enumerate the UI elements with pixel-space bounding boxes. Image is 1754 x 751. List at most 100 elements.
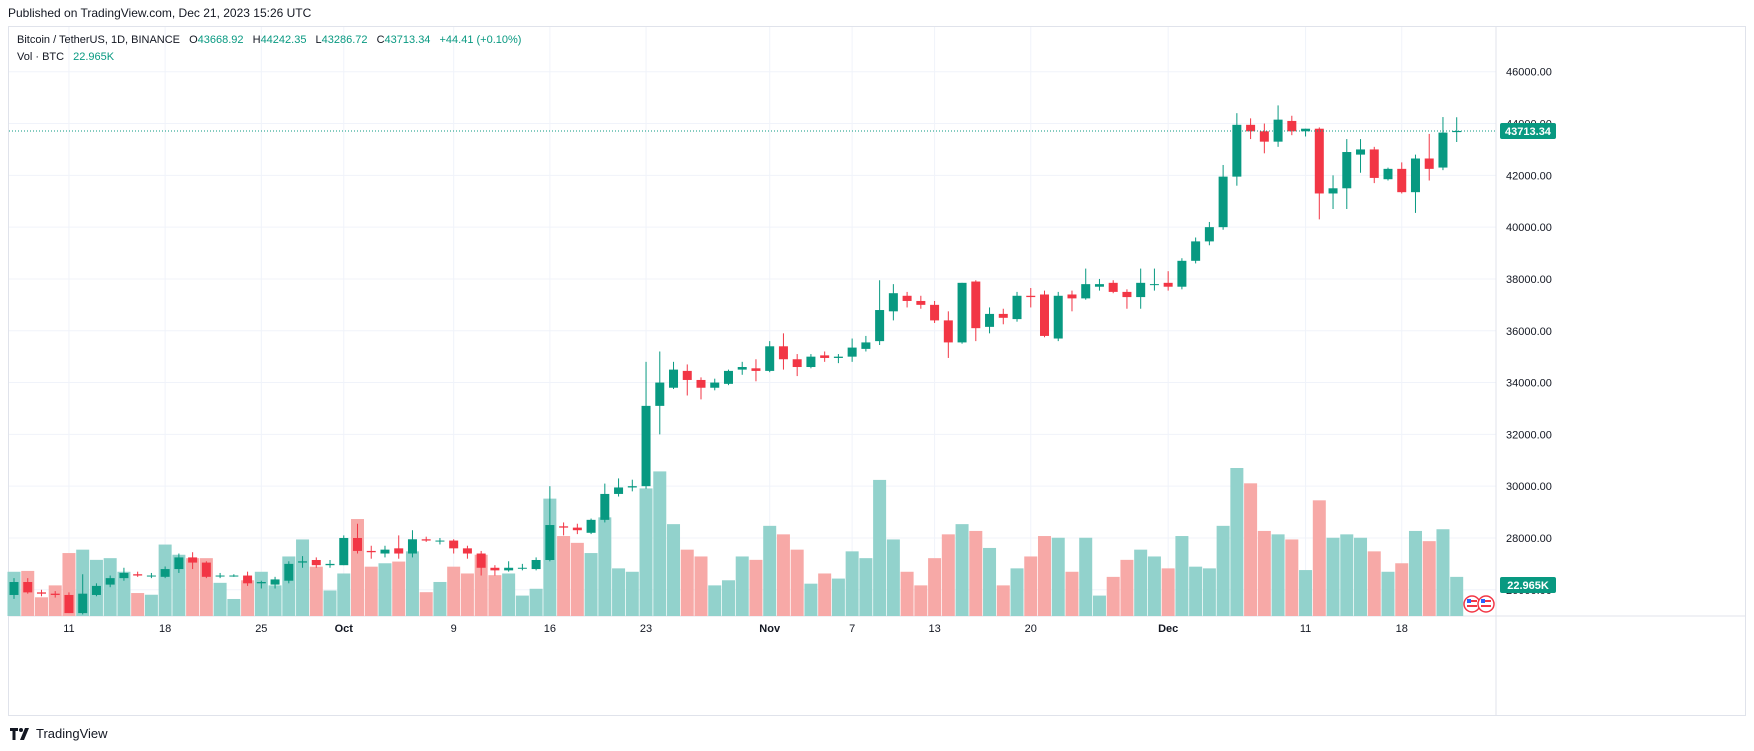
volume-bar bbox=[721, 580, 735, 616]
volume-bar bbox=[667, 524, 681, 616]
volume-bar bbox=[433, 581, 447, 616]
candle-body bbox=[256, 582, 266, 584]
candle-body bbox=[669, 369, 679, 388]
candle-body bbox=[888, 293, 898, 312]
candle-body bbox=[1410, 158, 1420, 193]
candle-body bbox=[559, 526, 569, 528]
candle-body bbox=[1163, 282, 1173, 287]
candle-body bbox=[1259, 131, 1269, 142]
candle-body bbox=[875, 310, 885, 342]
candle-body bbox=[78, 593, 88, 614]
volume-bar bbox=[749, 559, 763, 616]
flag-stripe bbox=[1481, 605, 1491, 607]
volume-bar bbox=[612, 568, 626, 616]
volume-bar bbox=[955, 524, 969, 616]
candle-body bbox=[916, 300, 926, 305]
volume-bar bbox=[1326, 537, 1340, 616]
volume-bar bbox=[859, 558, 873, 616]
candle-body bbox=[930, 304, 940, 321]
volume-bar bbox=[1051, 537, 1065, 616]
candle-body bbox=[1356, 149, 1366, 155]
candle-body bbox=[1383, 168, 1393, 180]
volume-bar bbox=[831, 578, 845, 616]
volume-bar bbox=[1285, 539, 1299, 616]
candle-body bbox=[1136, 282, 1146, 298]
candle-body bbox=[820, 355, 830, 358]
candle-body bbox=[1094, 284, 1104, 287]
candle-body bbox=[201, 562, 211, 577]
volume-bar bbox=[1367, 551, 1381, 616]
candle-body bbox=[1438, 132, 1448, 168]
volume-bar bbox=[515, 595, 529, 616]
price-tick-label: 28000.00 bbox=[1506, 533, 1552, 545]
candle-body bbox=[23, 582, 33, 593]
candle-body bbox=[490, 567, 500, 571]
volume-bar bbox=[804, 583, 818, 616]
time-tick-label: 18 bbox=[159, 623, 171, 635]
candle-body bbox=[833, 356, 843, 358]
candle-body bbox=[723, 370, 733, 384]
candle-body bbox=[572, 527, 582, 531]
volume-bar bbox=[1271, 534, 1285, 616]
volume-bar bbox=[680, 549, 694, 616]
last-price-label: 43713.34 bbox=[1505, 126, 1552, 138]
price-tick-label: 42000.00 bbox=[1506, 170, 1552, 182]
candle-body bbox=[751, 368, 761, 371]
volume-bar bbox=[117, 571, 131, 616]
candle-body bbox=[160, 569, 170, 577]
candle-body bbox=[1122, 291, 1132, 298]
volume-label[interactable]: Vol · BTC bbox=[17, 51, 65, 63]
candle-body bbox=[311, 559, 321, 566]
price-tick-label: 36000.00 bbox=[1506, 326, 1552, 338]
time-tick-label: 7 bbox=[849, 623, 855, 635]
candle-body bbox=[1452, 130, 1462, 133]
time-tick-label: Oct bbox=[335, 623, 354, 635]
time-tick-label: Nov bbox=[759, 623, 781, 635]
volume-bar bbox=[1340, 534, 1354, 616]
volume-bar bbox=[378, 563, 392, 616]
volume-bar bbox=[845, 551, 859, 616]
volume-bar bbox=[447, 566, 461, 616]
candle-body bbox=[105, 578, 115, 585]
candle-body bbox=[91, 585, 101, 595]
volume-bar bbox=[914, 585, 928, 616]
volume-bar bbox=[1299, 570, 1313, 616]
price-tick-label: 38000.00 bbox=[1506, 274, 1552, 286]
volume-bar bbox=[1038, 536, 1051, 616]
candle-body bbox=[1108, 282, 1118, 292]
candle-body bbox=[504, 567, 514, 571]
volume-bar bbox=[1161, 568, 1175, 616]
candle-body bbox=[696, 379, 706, 388]
volume-bar bbox=[790, 549, 804, 616]
volume-bar bbox=[419, 592, 433, 616]
volume-bar bbox=[529, 588, 543, 616]
volume-bar bbox=[928, 558, 942, 616]
candle-body bbox=[1012, 295, 1022, 320]
volume-bar bbox=[763, 525, 777, 616]
candle-body bbox=[325, 563, 335, 566]
candle-body bbox=[943, 320, 953, 343]
volume-bar bbox=[708, 585, 722, 616]
volume-bar bbox=[186, 558, 200, 616]
chart-frame bbox=[8, 26, 1746, 716]
candle-body bbox=[243, 575, 253, 584]
candle-body bbox=[50, 593, 60, 595]
symbol-title[interactable]: Bitcoin / TetherUS, 1D, BINANCE bbox=[17, 34, 181, 46]
high-value: 44242.35 bbox=[260, 34, 307, 46]
time-tick-label: 13 bbox=[928, 623, 940, 635]
candle-body bbox=[861, 342, 871, 349]
volume-bar bbox=[557, 536, 571, 616]
volume-bar bbox=[584, 553, 598, 616]
tradingview-logo-icon[interactable] bbox=[10, 727, 30, 740]
last-volume-badge bbox=[1500, 577, 1556, 593]
footer-brand[interactable]: TradingView bbox=[36, 726, 108, 741]
high-label: H bbox=[252, 34, 261, 46]
candle-body bbox=[449, 540, 459, 549]
candle-body bbox=[641, 405, 651, 487]
time-tick-label: 25 bbox=[255, 623, 267, 635]
candle-body bbox=[847, 347, 857, 357]
volume-legend: Vol · BTC 22.965K bbox=[17, 51, 114, 63]
time-tick-label: Dec bbox=[1158, 623, 1178, 635]
volume-bar bbox=[502, 573, 516, 616]
